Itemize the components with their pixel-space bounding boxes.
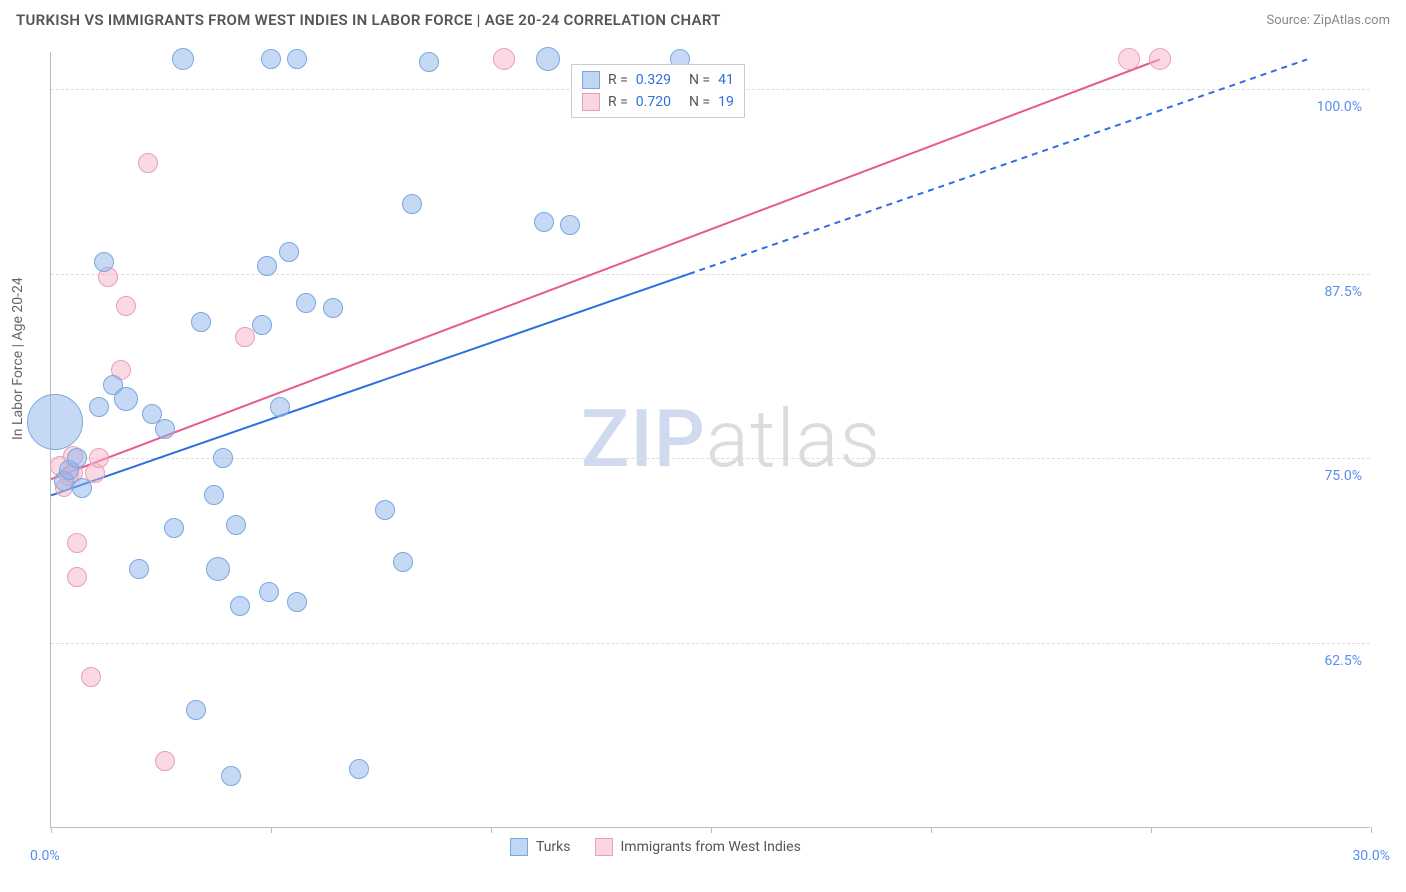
trend-line [51,59,1160,479]
header: TURKISH VS IMMIGRANTS FROM WEST INDIES I… [0,0,1406,38]
legend-label-wi: Immigrants from West Indies [621,839,801,855]
stat-r-label: R = [608,94,628,110]
swatch-blue-icon [510,838,528,856]
scatter-point-blue [94,252,114,272]
scatter-point-blue [257,256,277,276]
swatch-pink-icon [582,93,600,111]
scatter-point-pink [89,448,109,468]
scatter-point-blue [287,592,307,612]
legend-row-blue: R = 0.329 N = 41 [582,69,734,91]
scatter-point-blue [204,485,224,505]
y-axis-label: In Labor Force | Age 20-24 [10,277,26,440]
scatter-point-pink [116,296,136,316]
scatter-point-blue [155,419,175,439]
stat-r-label: R = [608,72,628,88]
scatter-point-blue [296,293,316,313]
scatter-point-pink [1118,48,1140,70]
scatter-point-blue [270,397,290,417]
trend-line [51,274,689,495]
series-legend: Turks Immigrants from West Indies [510,838,801,856]
scatter-point-blue [287,49,307,69]
scatter-point-blue [226,515,246,535]
x-axis-min-label: 0.0% [30,848,60,864]
x-axis-max-label: 30.0% [1352,848,1390,864]
swatch-pink-icon [595,838,613,856]
scatter-point-blue [230,596,250,616]
scatter-point-pink [67,533,87,553]
scatter-point-pink [138,153,158,173]
scatter-point-pink [235,327,255,347]
scatter-point-blue [164,518,184,538]
scatter-point-blue [375,500,395,520]
swatch-blue-icon [582,71,600,89]
scatter-point-blue [323,298,343,318]
legend-item-turks: Turks [510,838,571,856]
scatter-point-blue [221,766,241,786]
scatter-point-blue [419,52,439,72]
stat-r-blue: 0.329 [636,72,671,88]
scatter-point-blue [67,448,87,468]
legend-row-pink: R = 0.720 N = 19 [582,91,734,113]
chart-plot-area: ZIPatlas 62.5%75.0%87.5%100.0% R = 0.329… [50,52,1370,828]
scatter-point-blue [261,49,281,69]
scatter-point-blue [259,582,279,602]
x-tick [1371,827,1372,833]
chart-title: TURKISH VS IMMIGRANTS FROM WEST INDIES I… [16,11,721,29]
scatter-point-blue [393,552,413,572]
scatter-point-blue [27,394,83,450]
stat-n-blue: 41 [718,72,734,88]
trend-lines [51,52,1371,828]
stat-r-pink: 0.720 [636,94,671,110]
scatter-point-pink [493,48,515,70]
stat-n-pink: 19 [718,94,734,110]
trend-line [689,59,1307,274]
scatter-point-blue [349,759,369,779]
scatter-point-blue [279,242,299,262]
stat-n-label: N = [689,72,710,88]
correlation-legend: R = 0.329 N = 41 R = 0.720 N = 19 [571,64,745,118]
stat-n-label: N = [689,94,710,110]
scatter-point-blue [402,194,422,214]
scatter-point-pink [1149,48,1171,70]
scatter-point-blue [129,559,149,579]
scatter-point-blue [206,557,230,581]
scatter-point-blue [191,312,211,332]
scatter-point-blue [186,700,206,720]
scatter-point-blue [89,397,109,417]
scatter-point-pink [81,667,101,687]
scatter-point-blue [534,212,554,232]
legend-label-turks: Turks [536,839,571,855]
legend-item-wi: Immigrants from West Indies [595,838,801,856]
scatter-point-blue [536,47,560,71]
scatter-point-blue [252,315,272,335]
scatter-point-blue [172,48,194,70]
scatter-point-blue [114,387,138,411]
scatter-point-blue [213,448,233,468]
scatter-point-blue [560,215,580,235]
source-attribution: Source: ZipAtlas.com [1266,13,1390,28]
scatter-point-blue [72,478,92,498]
scatter-point-pink [67,567,87,587]
scatter-point-pink [155,751,175,771]
